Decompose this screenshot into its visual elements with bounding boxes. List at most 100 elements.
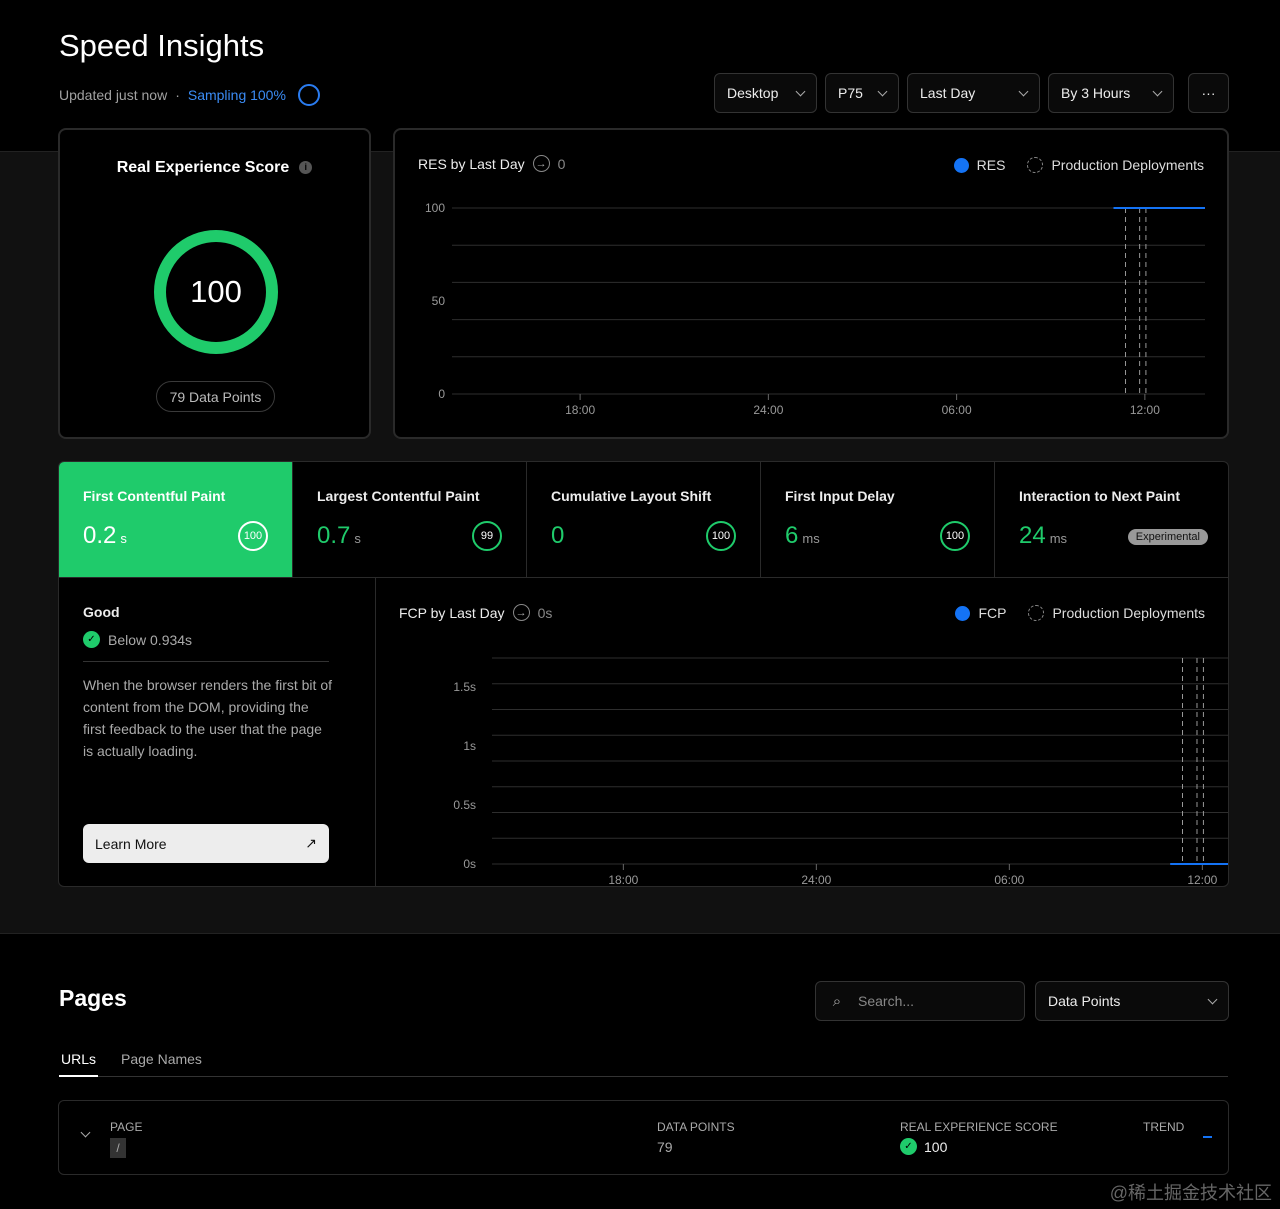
y-tick-label: 0s bbox=[463, 857, 476, 871]
x-tick-label: 24:00 bbox=[801, 873, 831, 887]
tabs-divider bbox=[59, 1076, 1228, 1077]
learn-more-button[interactable]: Learn More ↗ bbox=[83, 824, 329, 863]
sampling-ring-icon bbox=[297, 84, 320, 106]
y-tick-label: 50 bbox=[432, 294, 446, 308]
page-path[interactable]: / bbox=[110, 1138, 126, 1158]
arrow-right-icon: → bbox=[532, 155, 550, 172]
x-tick-label: 12:00 bbox=[1187, 873, 1217, 887]
rating-label: Good bbox=[83, 604, 120, 620]
divider bbox=[83, 661, 329, 662]
more-icon: ··· bbox=[1201, 85, 1216, 101]
chevron-down-icon bbox=[795, 86, 806, 96]
score-badge: 99 bbox=[472, 521, 502, 551]
legend-dot-icon[interactable] bbox=[953, 157, 969, 173]
metric-value: 24 ms bbox=[1019, 522, 1067, 550]
res-chart-card: RES by Last Day → 0 RES Production Deployme… bbox=[393, 128, 1229, 439]
metric-tab-first-contentful-paint[interactable]: First Contentful Paint 0.2 s 100 bbox=[59, 462, 293, 578]
select-label: P75 bbox=[838, 85, 863, 101]
device-select[interactable]: Desktop bbox=[714, 73, 817, 113]
data-points-value: 79 bbox=[657, 1139, 673, 1155]
x-tick-label: 18:00 bbox=[608, 873, 638, 887]
metric-value: 0.7 s bbox=[317, 522, 361, 550]
legend-dot-icon[interactable] bbox=[955, 605, 971, 621]
chevron-down-icon bbox=[877, 86, 888, 96]
chart-change: 0s bbox=[537, 604, 553, 621]
period-select[interactable]: Last Day bbox=[907, 73, 1040, 113]
metric-label: First Contentful Paint bbox=[83, 488, 226, 504]
search-placeholder: Search... bbox=[858, 993, 915, 1009]
sort-select[interactable]: Data Points bbox=[1035, 981, 1229, 1021]
score-title: Real Experience Score i bbox=[60, 159, 369, 177]
watermark: @稀土掘金技术社区 bbox=[1109, 1183, 1272, 1203]
metric-label: Largest Contentful Paint bbox=[317, 488, 480, 504]
value-text: 0.2 bbox=[83, 522, 117, 549]
sampling-link[interactable]: Sampling 100% bbox=[187, 87, 286, 103]
page-title: Speed Insights bbox=[59, 28, 265, 63]
metric-label: Cumulative Layout Shift bbox=[551, 488, 712, 504]
chevron-down-icon bbox=[1207, 994, 1218, 1004]
unit-text: s bbox=[354, 531, 361, 546]
column-header: DATA POINTS bbox=[657, 1120, 735, 1134]
value-text: 0.7 bbox=[317, 522, 351, 549]
value-text: 24 bbox=[1019, 522, 1046, 549]
check-icon: ✓ bbox=[83, 631, 100, 648]
y-tick-label: 100 bbox=[425, 201, 445, 215]
search-input[interactable]: ⌕ Search... bbox=[815, 981, 1025, 1021]
more-button[interactable]: ··· bbox=[1188, 73, 1229, 113]
threshold: ✓ Below 0.934s bbox=[83, 631, 192, 648]
value-text: 0 bbox=[551, 522, 565, 549]
chart-title: RES by Last Day bbox=[418, 155, 525, 172]
score-badge: 100 bbox=[940, 521, 970, 551]
data-points-pill: 79 Data Points bbox=[156, 381, 275, 412]
metrics-panel: First Contentful Paint 0.2 s 100 Largest Co… bbox=[58, 461, 1229, 887]
info-icon[interactable]: i bbox=[299, 161, 313, 174]
external-link-icon: ↗ bbox=[305, 835, 317, 851]
unit-text: ms bbox=[1049, 531, 1068, 546]
chevron-down-icon bbox=[1018, 86, 1029, 96]
score-gauge: 100 bbox=[154, 230, 278, 354]
percentile-select[interactable]: P75 bbox=[825, 73, 899, 113]
legend-label: Production Deployments bbox=[1051, 157, 1204, 173]
chevron-down-icon bbox=[1152, 86, 1163, 96]
chevron-down-icon[interactable] bbox=[80, 1127, 91, 1138]
select-label: Data Points bbox=[1048, 993, 1121, 1009]
metric-tab-first-input-delay[interactable]: First Input Delay 6 ms 100 bbox=[761, 462, 995, 578]
pages-title: Pages bbox=[59, 985, 127, 1011]
arrow-right-icon: → bbox=[512, 604, 530, 621]
select-label: Desktop bbox=[727, 85, 779, 101]
search-icon: ⌕ bbox=[832, 992, 842, 1010]
score-badge: 100 bbox=[706, 521, 736, 551]
column-header: REAL EXPERIENCE SCORE bbox=[900, 1120, 1058, 1134]
button-label: Learn More bbox=[95, 835, 167, 852]
legend-label: FCP bbox=[978, 605, 1007, 621]
fcp-chart: 0s 0.5s 1s 1.5s 18:00 24:00 06:00 12:00 bbox=[453, 657, 1228, 887]
tab-page-names[interactable]: Page Names bbox=[121, 1051, 202, 1067]
x-tick-label: 18:00 bbox=[565, 403, 595, 417]
select-label: Last Day bbox=[920, 85, 976, 101]
legend-label: Production Deployments bbox=[1052, 605, 1205, 621]
separator: · bbox=[175, 87, 180, 103]
score-cell: ✓ 100 bbox=[900, 1138, 947, 1155]
metric-description: When the browser renders the first bit o… bbox=[83, 677, 332, 759]
score-title-text: Real Experience Score bbox=[116, 159, 290, 176]
table-row[interactable]: PAGE / DATA POINTS 79 REAL EXPERIENCE SC… bbox=[58, 1100, 1229, 1175]
trend-sparkline bbox=[1203, 1136, 1212, 1138]
legend-dashed-icon[interactable] bbox=[1027, 157, 1044, 173]
metric-tab-largest-contentful-paint[interactable]: Largest Contentful Paint 0.7 s 99 bbox=[293, 462, 527, 578]
metric-label: Interaction to Next Paint bbox=[1019, 488, 1181, 504]
metric-value: 6 ms bbox=[785, 522, 820, 550]
legend-dashed-icon[interactable] bbox=[1028, 605, 1045, 621]
y-tick-label: 1s bbox=[463, 739, 476, 753]
x-tick-label: 24:00 bbox=[753, 403, 783, 417]
updated-text: Updated just now bbox=[59, 87, 168, 103]
metric-tab-interaction-to-next-paint[interactable]: Interaction to Next Paint 24 ms Experiment… bbox=[995, 462, 1228, 578]
check-icon: ✓ bbox=[900, 1138, 917, 1155]
granularity-select[interactable]: By 3 Hours bbox=[1048, 73, 1174, 113]
res-chart: 0 50 100 18:00 24:00 06:00 12:00 bbox=[425, 201, 1205, 417]
metric-value: 0 bbox=[551, 522, 568, 550]
chart-header: RES by Last Day → 0 bbox=[418, 155, 565, 172]
tab-urls[interactable]: URLs bbox=[59, 1051, 99, 1077]
x-tick-label: 06:00 bbox=[994, 873, 1024, 887]
metric-tab-cumulative-layout-shift[interactable]: Cumulative Layout Shift 0 100 bbox=[527, 462, 761, 578]
y-tick-label: 1.5s bbox=[453, 680, 476, 694]
